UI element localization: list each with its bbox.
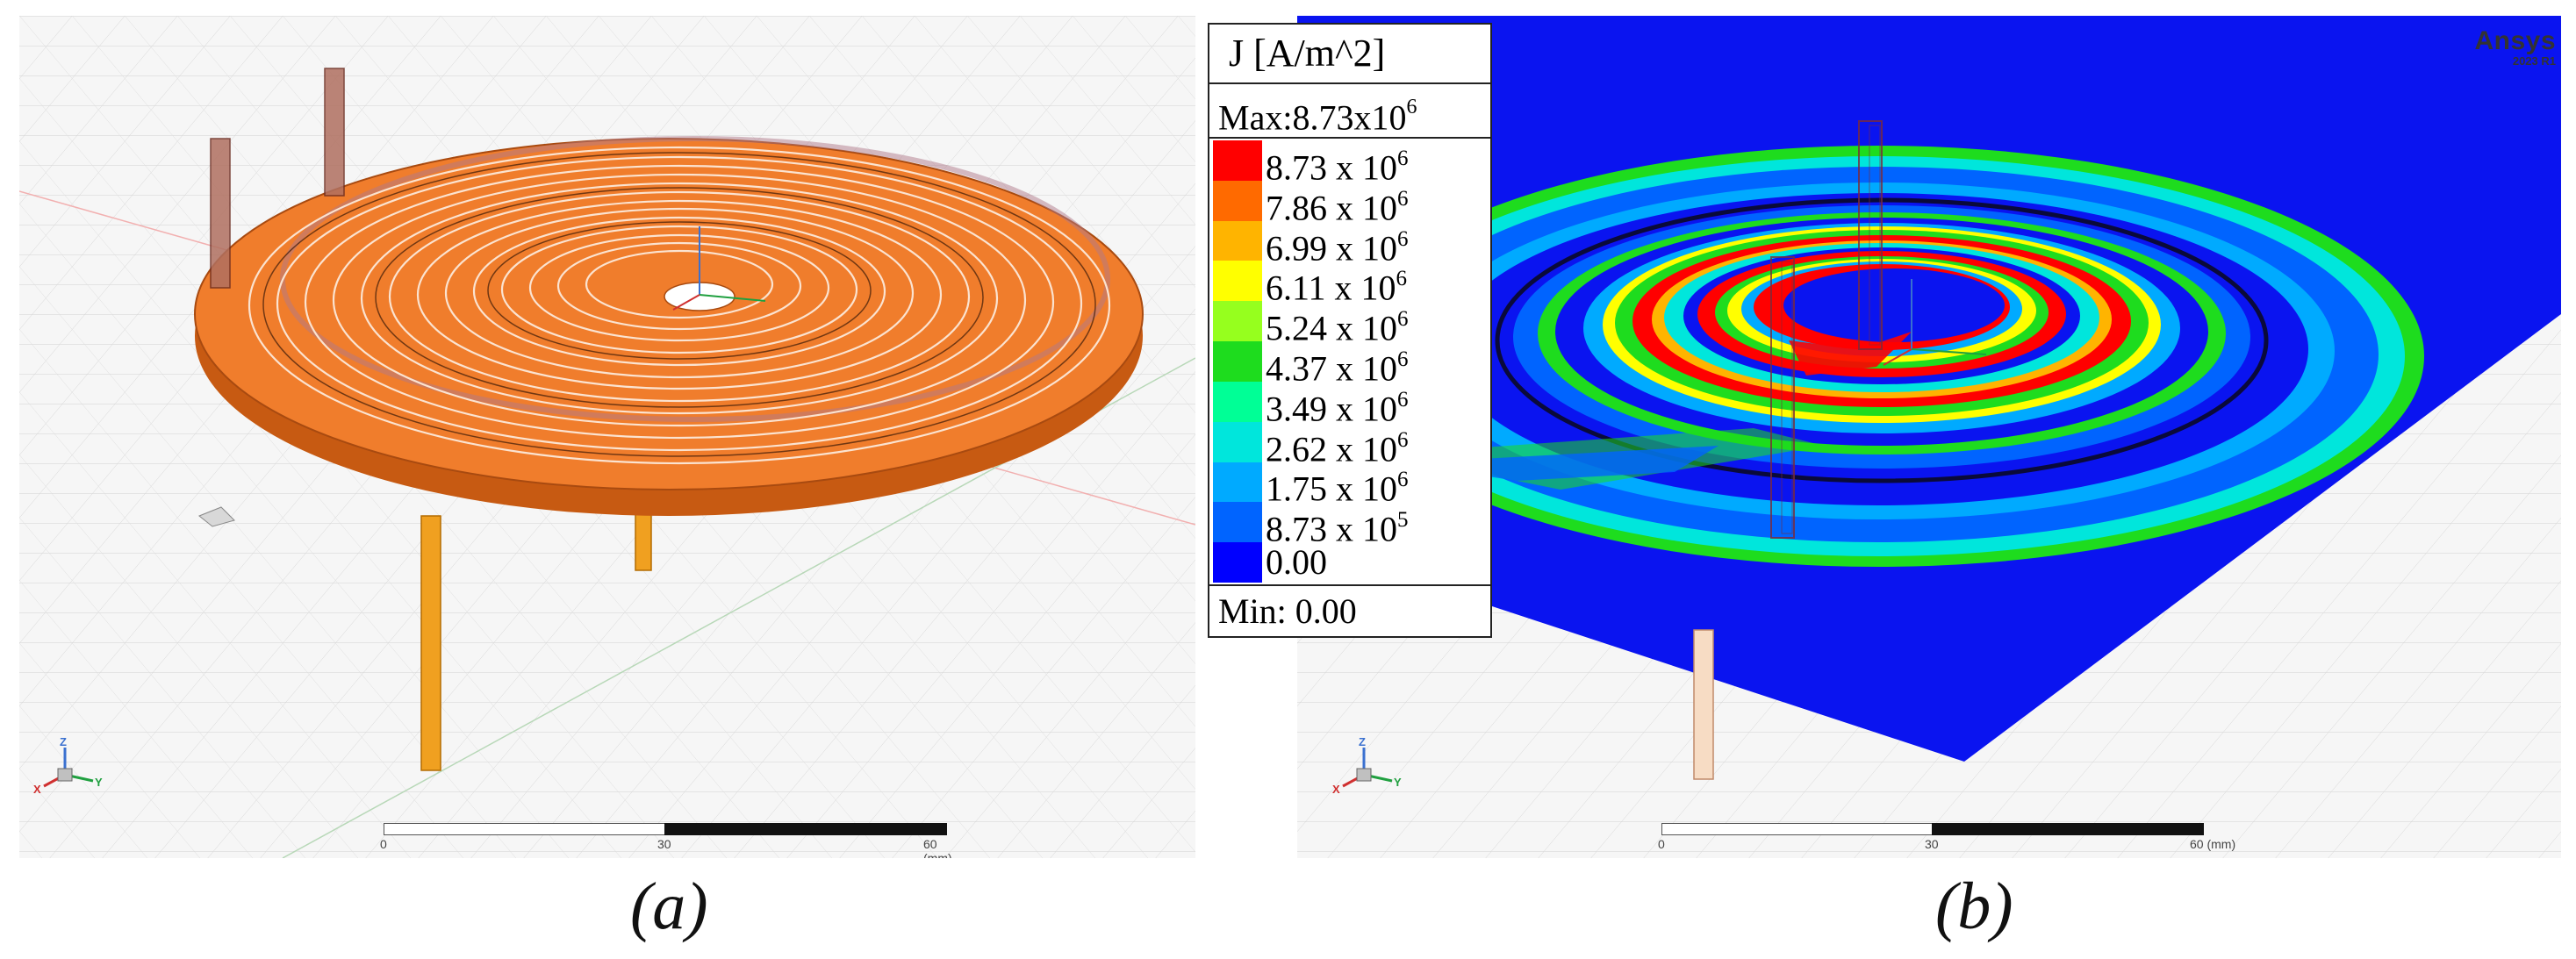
current-density-viewport[interactable]: Ansys 2023 R1 Z Y X 0 30 60 (mm) <box>1297 16 2561 858</box>
legend-label-mantissa: 1.75 x 10 <box>1266 469 1397 509</box>
legend-swatch <box>1213 140 1262 181</box>
terminal-leg[interactable] <box>1693 629 1714 780</box>
legend-label: 0.00 <box>1266 542 1490 583</box>
legend-swatch <box>1213 301 1262 342</box>
legend-label-exponent: 6 <box>1397 307 1409 332</box>
scale-tick-30: 30 <box>1925 837 1939 851</box>
connector-post-rear[interactable] <box>1858 120 1883 350</box>
legend-swatch <box>1213 542 1262 583</box>
coordinate-triad: Z Y X <box>1332 735 1402 796</box>
scale-bar-black <box>664 823 947 835</box>
legend-labels: 8.73 x 106 7.86 x 106 6.99 x 106 6.11 x 106… <box>1266 140 1490 583</box>
legend-swatch <box>1213 421 1262 462</box>
legend-label-exponent: 6 <box>1397 347 1409 371</box>
legend-swatch <box>1213 180 1262 221</box>
geometry-view-canvas[interactable] <box>19 16 1195 858</box>
connector-post-front[interactable] <box>210 138 231 289</box>
legend-max-exponent: 6 <box>1406 96 1417 118</box>
legend-label-mantissa: 2.62 x 10 <box>1266 428 1397 469</box>
legend-label-exponent: 6 <box>1397 468 1409 492</box>
scale-bar: 0 30 60 (mm) <box>1658 823 2241 858</box>
legend-scale: 8.73 x 106 7.86 x 106 6.99 x 106 6.11 x 106… <box>1209 139 1490 586</box>
legend-label-mantissa: 5.24 x 10 <box>1266 308 1397 348</box>
triad-x-label: X <box>1332 783 1340 796</box>
connector-post-front-inner <box>1781 261 1793 534</box>
legend-label: 1.75 x 106 <box>1266 462 1490 508</box>
coil-geometry-viewport[interactable]: Z Y X 0 30 60 (mm) <box>19 16 1195 858</box>
legend-swatch <box>1213 462 1262 503</box>
legend-title: J [A/m^2] <box>1209 25 1490 84</box>
connector-post-rear-inner <box>1869 125 1881 346</box>
legend-label-exponent: 6 <box>1397 147 1409 170</box>
coordinate-triad: Z Y X <box>33 735 103 796</box>
coil-gaps <box>262 152 1096 457</box>
center-axis-y <box>1911 348 1987 355</box>
legend-swatch <box>1213 381 1262 422</box>
scale-bar-black <box>1932 823 2204 835</box>
coil-windings <box>248 146 1111 465</box>
legend-max-mantissa: 8.73x10 <box>1292 97 1407 138</box>
legend-label: 8.73 x 105 <box>1266 502 1490 548</box>
center-axis-x <box>672 294 700 311</box>
legend-swatch <box>1213 261 1262 302</box>
leg-joint <box>198 506 235 527</box>
center-axis-x <box>1883 348 1912 366</box>
ansys-watermark: Ansys 2023 R1 <box>2474 26 2556 68</box>
scale-tick-0: 0 <box>380 837 387 851</box>
scale-tick-60: 60 (mm) <box>923 837 952 858</box>
legend-label-mantissa: 7.86 x 10 <box>1266 188 1397 228</box>
legend-label: 6.99 x 106 <box>1266 221 1490 268</box>
triad-y-label: Y <box>95 776 103 789</box>
field-plot-canvas[interactable] <box>1297 16 2561 858</box>
scale-bar-white <box>384 823 666 835</box>
triad-y-label: Y <box>1394 776 1402 789</box>
legend-label-mantissa: 8.73 x 10 <box>1266 509 1397 549</box>
connector-post-front[interactable] <box>1770 256 1795 539</box>
triad-z-label: Z <box>60 735 67 748</box>
legend-label-mantissa: 3.49 x 10 <box>1266 389 1397 429</box>
triad-x-label: X <box>33 783 41 796</box>
legend-label: 2.62 x 106 <box>1266 422 1490 469</box>
legend-label-exponent: 6 <box>1396 267 1408 291</box>
legend-label-mantissa: 4.37 x 10 <box>1266 348 1397 389</box>
legend-label-mantissa: 0.00 <box>1266 541 1327 582</box>
ansys-version: 2023 R1 <box>2512 54 2556 68</box>
legend-swatch <box>1213 220 1262 261</box>
legend-label-mantissa: 8.73 x 10 <box>1266 147 1397 188</box>
legend-label-mantissa: 6.11 x 10 <box>1266 268 1396 308</box>
legend-label-exponent: 6 <box>1397 186 1409 211</box>
legend-label-exponent: 5 <box>1397 508 1409 533</box>
legend-swatch <box>1213 502 1262 543</box>
caption-b: (b) <box>1935 870 2013 943</box>
ansys-brand: Ansys <box>2474 26 2556 55</box>
legend-label-exponent: 6 <box>1397 427 1409 452</box>
legend-label: 6.11 x 106 <box>1266 261 1490 307</box>
scale-tick-60: 60 (mm) <box>2190 837 2236 851</box>
legend-label: 4.37 x 106 <box>1266 341 1490 388</box>
legend-min: Min: 0.00 <box>1218 591 1357 631</box>
legend-label: 8.73 x 106 <box>1266 140 1490 187</box>
color-legend[interactable]: J [A/m^2] Max:8.73x106 8.73 x 106 7.86 x … <box>1208 23 1492 638</box>
legend-swatches <box>1213 140 1262 583</box>
legend-label: 7.86 x 106 <box>1266 181 1490 227</box>
triad-z-label: Z <box>1359 735 1366 748</box>
scale-bar-white <box>1661 823 1934 835</box>
scale-bar: 0 30 60 (mm) <box>380 823 963 858</box>
scale-tick-30: 30 <box>657 837 671 851</box>
center-axis-y <box>699 294 766 302</box>
terminal-leg-right[interactable] <box>635 506 652 571</box>
legend-label-exponent: 6 <box>1397 226 1409 251</box>
current-density-map <box>1332 146 2424 567</box>
connector-post-rear[interactable] <box>324 68 345 197</box>
legend-label: 5.24 x 106 <box>1266 301 1490 347</box>
scale-tick-0: 0 <box>1658 837 1665 851</box>
legend-max-prefix: Max: <box>1218 97 1293 138</box>
caption-a: (a) <box>630 870 708 943</box>
legend-label: 3.49 x 106 <box>1266 382 1490 428</box>
legend-label-mantissa: 6.99 x 10 <box>1266 227 1397 268</box>
legend-swatch <box>1213 341 1262 382</box>
legend-label-exponent: 6 <box>1397 387 1409 412</box>
terminal-leg-left[interactable] <box>420 515 441 771</box>
legend-max: Max:8.73x106 <box>1209 84 1490 139</box>
